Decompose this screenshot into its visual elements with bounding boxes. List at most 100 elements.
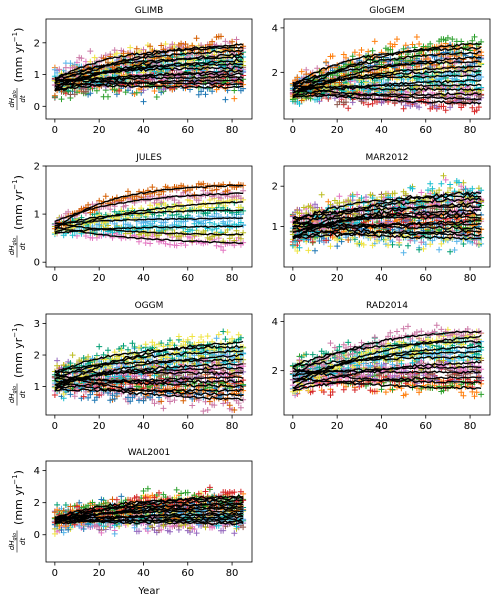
x-tick-label: 60 [181, 125, 194, 136]
trend-line [54, 373, 244, 388]
trend-line [292, 355, 482, 368]
trend-line [292, 340, 482, 368]
trend-line [54, 226, 244, 245]
x-tick-label: 40 [375, 421, 388, 432]
x-tick-label: 20 [331, 273, 344, 284]
trend-line [292, 330, 482, 377]
y-tick-label: 4 [34, 466, 40, 477]
y-tick-label: 1 [34, 70, 40, 81]
trend-line [292, 219, 482, 238]
x-tick-label: 0 [52, 273, 58, 284]
x-tick-label: 60 [181, 568, 194, 579]
x-tick-label: 0 [290, 273, 296, 284]
trend-line [292, 91, 482, 99]
trend-line [292, 222, 482, 228]
y-tick-label: 0 [34, 530, 40, 541]
y-label-numerator: dHglo [8, 90, 18, 107]
axes-frame [45, 313, 253, 416]
axes-frame [283, 18, 491, 120]
x-tick-label: 40 [375, 273, 388, 284]
trend-line [54, 375, 244, 390]
trend-line [292, 367, 482, 385]
x-tick-label: 60 [419, 125, 432, 136]
y-label-unit: (mm yr−1) [11, 175, 25, 230]
plot-area [289, 172, 485, 256]
trend-line [54, 503, 244, 518]
trend-line [292, 73, 482, 85]
trend-line [54, 349, 244, 380]
y-tick-label: 2 [34, 351, 40, 362]
x-tick-label: 0 [52, 125, 58, 136]
trend-line [292, 191, 482, 238]
axes-frame [45, 460, 253, 563]
panel-glogem: GloGEM 0 20 40 60 80 2 4 [272, 6, 491, 136]
trend-line [292, 83, 482, 101]
panel-title: WAL2001 [128, 448, 170, 458]
y-label-numerator: dHglo [8, 386, 18, 403]
x-tick-label: 20 [93, 421, 106, 432]
trend-line [54, 225, 244, 235]
trend-line [54, 222, 244, 236]
plot-area [289, 33, 485, 115]
y-tick-label: 3 [34, 319, 40, 330]
y-tick-label: 2 [34, 162, 40, 173]
y-tick-label: 1 [34, 210, 40, 221]
trend-line [54, 192, 244, 223]
plot-area [51, 328, 247, 415]
trend-line [54, 379, 244, 401]
trend-line [292, 201, 482, 240]
trend-line [54, 496, 244, 520]
trend-line [292, 350, 482, 383]
y-tick-label: 0 [34, 102, 40, 113]
trend-line [54, 200, 244, 234]
x-axis-label: Year [137, 586, 160, 597]
x-tick-label: 20 [331, 421, 344, 432]
trend-line [292, 42, 482, 98]
x-tick-label: 0 [52, 421, 58, 432]
trend-line [292, 83, 482, 91]
axes-frame [283, 165, 491, 268]
y-tick-label: 2 [272, 366, 278, 377]
trend-line [54, 82, 244, 89]
trend-line [292, 50, 482, 91]
y-tick-label: 2 [272, 182, 278, 193]
y-tick-label: 2 [34, 38, 40, 49]
x-tick-label: 0 [52, 568, 58, 579]
x-tick-label: 60 [419, 273, 432, 284]
trend-line [54, 43, 244, 90]
y-label-numerator: dHglo [8, 533, 18, 550]
x-tick-label: 80 [464, 421, 477, 432]
trend-line [54, 340, 244, 392]
trend-line [292, 46, 482, 87]
trend-line [54, 498, 244, 520]
y-tick-label: 2 [34, 498, 40, 509]
x-tick-label: 40 [137, 273, 150, 284]
x-tick-label: 80 [226, 421, 239, 432]
axes-frame [283, 313, 491, 416]
x-tick-label: 20 [93, 568, 106, 579]
x-tick-label: 80 [464, 273, 477, 284]
trend-line [54, 344, 244, 376]
y-tick-label: 4 [272, 23, 278, 34]
trend-line [292, 204, 482, 219]
x-tick-label: 20 [93, 125, 106, 136]
y-label-numerator: dHglo [8, 238, 18, 255]
trend-line [54, 387, 244, 393]
trend-line [54, 65, 244, 80]
y-tick-label: 1 [272, 222, 278, 233]
trend-line [292, 197, 482, 228]
y-label-denominator: dt [19, 95, 27, 102]
x-tick-label: 40 [137, 421, 150, 432]
trend-line [54, 46, 244, 81]
trend-line [292, 55, 482, 97]
panel-title: OGGM [135, 301, 164, 311]
panel-title: GLIMB [135, 6, 164, 16]
plot-area [51, 33, 247, 105]
x-tick-label: 40 [137, 125, 150, 136]
panel-title: JULES [135, 153, 162, 163]
